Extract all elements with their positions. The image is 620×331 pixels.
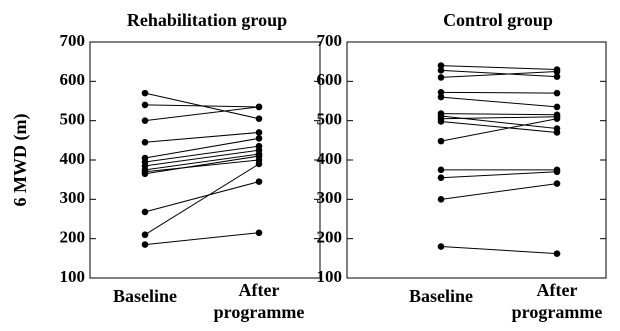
after-point: [553, 89, 561, 97]
x-category-label: Baseline: [113, 286, 177, 306]
paired-line: [144, 149, 260, 167]
paired-line: [440, 171, 558, 179]
baseline-point: [437, 62, 445, 69]
baseline-point: [141, 231, 149, 239]
baseline-point: [437, 166, 445, 174]
panel-rehabilitation: Rehabilitation group 100 200 300 400 500 600 70…: [60, 10, 321, 322]
after-point: [553, 115, 561, 122]
y-tick-label: 200: [60, 228, 86, 247]
after-point: [553, 168, 561, 176]
paired-line: [144, 153, 260, 171]
paired-line: [440, 116, 558, 120]
after-point: [553, 250, 561, 257]
paired-line: [440, 118, 558, 142]
baseline-point: [141, 241, 149, 248]
baseline-point: [141, 117, 149, 124]
baseline-point: [141, 170, 149, 178]
x-category-label: After programme: [214, 280, 305, 322]
panel-control: Control group 100 200 300 400 500 600 700 Baseli…: [317, 10, 607, 322]
baseline-point: [437, 174, 445, 181]
after-point: [553, 129, 561, 136]
baseline-point: [437, 67, 445, 74]
y-tick-label: 300: [60, 188, 86, 207]
y-tick-label: 500: [317, 110, 343, 129]
y-tick-label: 700: [60, 31, 86, 50]
paired-line: [144, 232, 260, 246]
paired-line: [440, 96, 558, 108]
paired-line: [440, 246, 558, 255]
paired-line: [440, 120, 558, 133]
chart-title: Rehabilitation group: [127, 10, 287, 30]
paired-line: [440, 69, 558, 78]
baseline-point: [437, 89, 445, 96]
paired-line: [144, 131, 260, 143]
baseline-point: [141, 89, 149, 97]
y-tick-label: 400: [317, 149, 343, 168]
plot-frame: [346, 41, 607, 279]
y-tick-label: 600: [317, 70, 343, 89]
after-point: [553, 103, 561, 111]
after-point: [255, 178, 263, 185]
after-point: [255, 135, 263, 142]
paired-line: [144, 155, 260, 175]
after-point: [255, 229, 263, 237]
paired-line: [144, 104, 260, 108]
baseline-point: [437, 196, 445, 203]
chart-title: Control group: [443, 10, 553, 30]
baseline-point: [437, 74, 445, 81]
y-tick-label: 700: [317, 31, 343, 50]
y-tick-label: 400: [60, 149, 86, 168]
y-tick-label: 500: [60, 110, 86, 129]
paired-line: [144, 137, 260, 159]
paired-line: [144, 159, 260, 173]
baseline-point: [437, 93, 445, 101]
y-axis-label: 6 MWD (m): [10, 114, 31, 207]
after-point: [255, 152, 263, 160]
baseline-point: [437, 118, 445, 125]
baseline-point: [437, 243, 445, 250]
after-point: [255, 115, 263, 122]
paired-line: [144, 106, 260, 122]
paired-line: [144, 145, 260, 163]
after-point: [255, 129, 263, 136]
after-point: [553, 180, 561, 187]
y-tick-label: 600: [60, 70, 86, 89]
after-point: [553, 68, 561, 75]
paired-line: [440, 183, 558, 200]
baseline-point: [141, 101, 149, 109]
plot-frame: [89, 41, 321, 279]
after-point: [553, 73, 561, 80]
baseline-point: [141, 139, 149, 146]
x-category-label: Baseline: [409, 286, 473, 306]
baseline-point: [141, 208, 149, 216]
x-category-label: After programme: [512, 280, 603, 322]
paired-line: [440, 113, 558, 116]
paired-line: [440, 71, 558, 78]
paired-line: [440, 65, 558, 71]
paired-line: [440, 91, 558, 94]
after-point: [255, 160, 263, 168]
y-tick-label: 100: [317, 267, 343, 286]
y-tick-label: 300: [317, 188, 343, 207]
after-point: [255, 103, 263, 111]
baseline-point: [437, 137, 445, 145]
paired-line: [144, 181, 260, 213]
y-tick-label: 100: [60, 267, 86, 286]
paired-line: [144, 163, 260, 236]
y-tick-label: 200: [317, 228, 343, 247]
